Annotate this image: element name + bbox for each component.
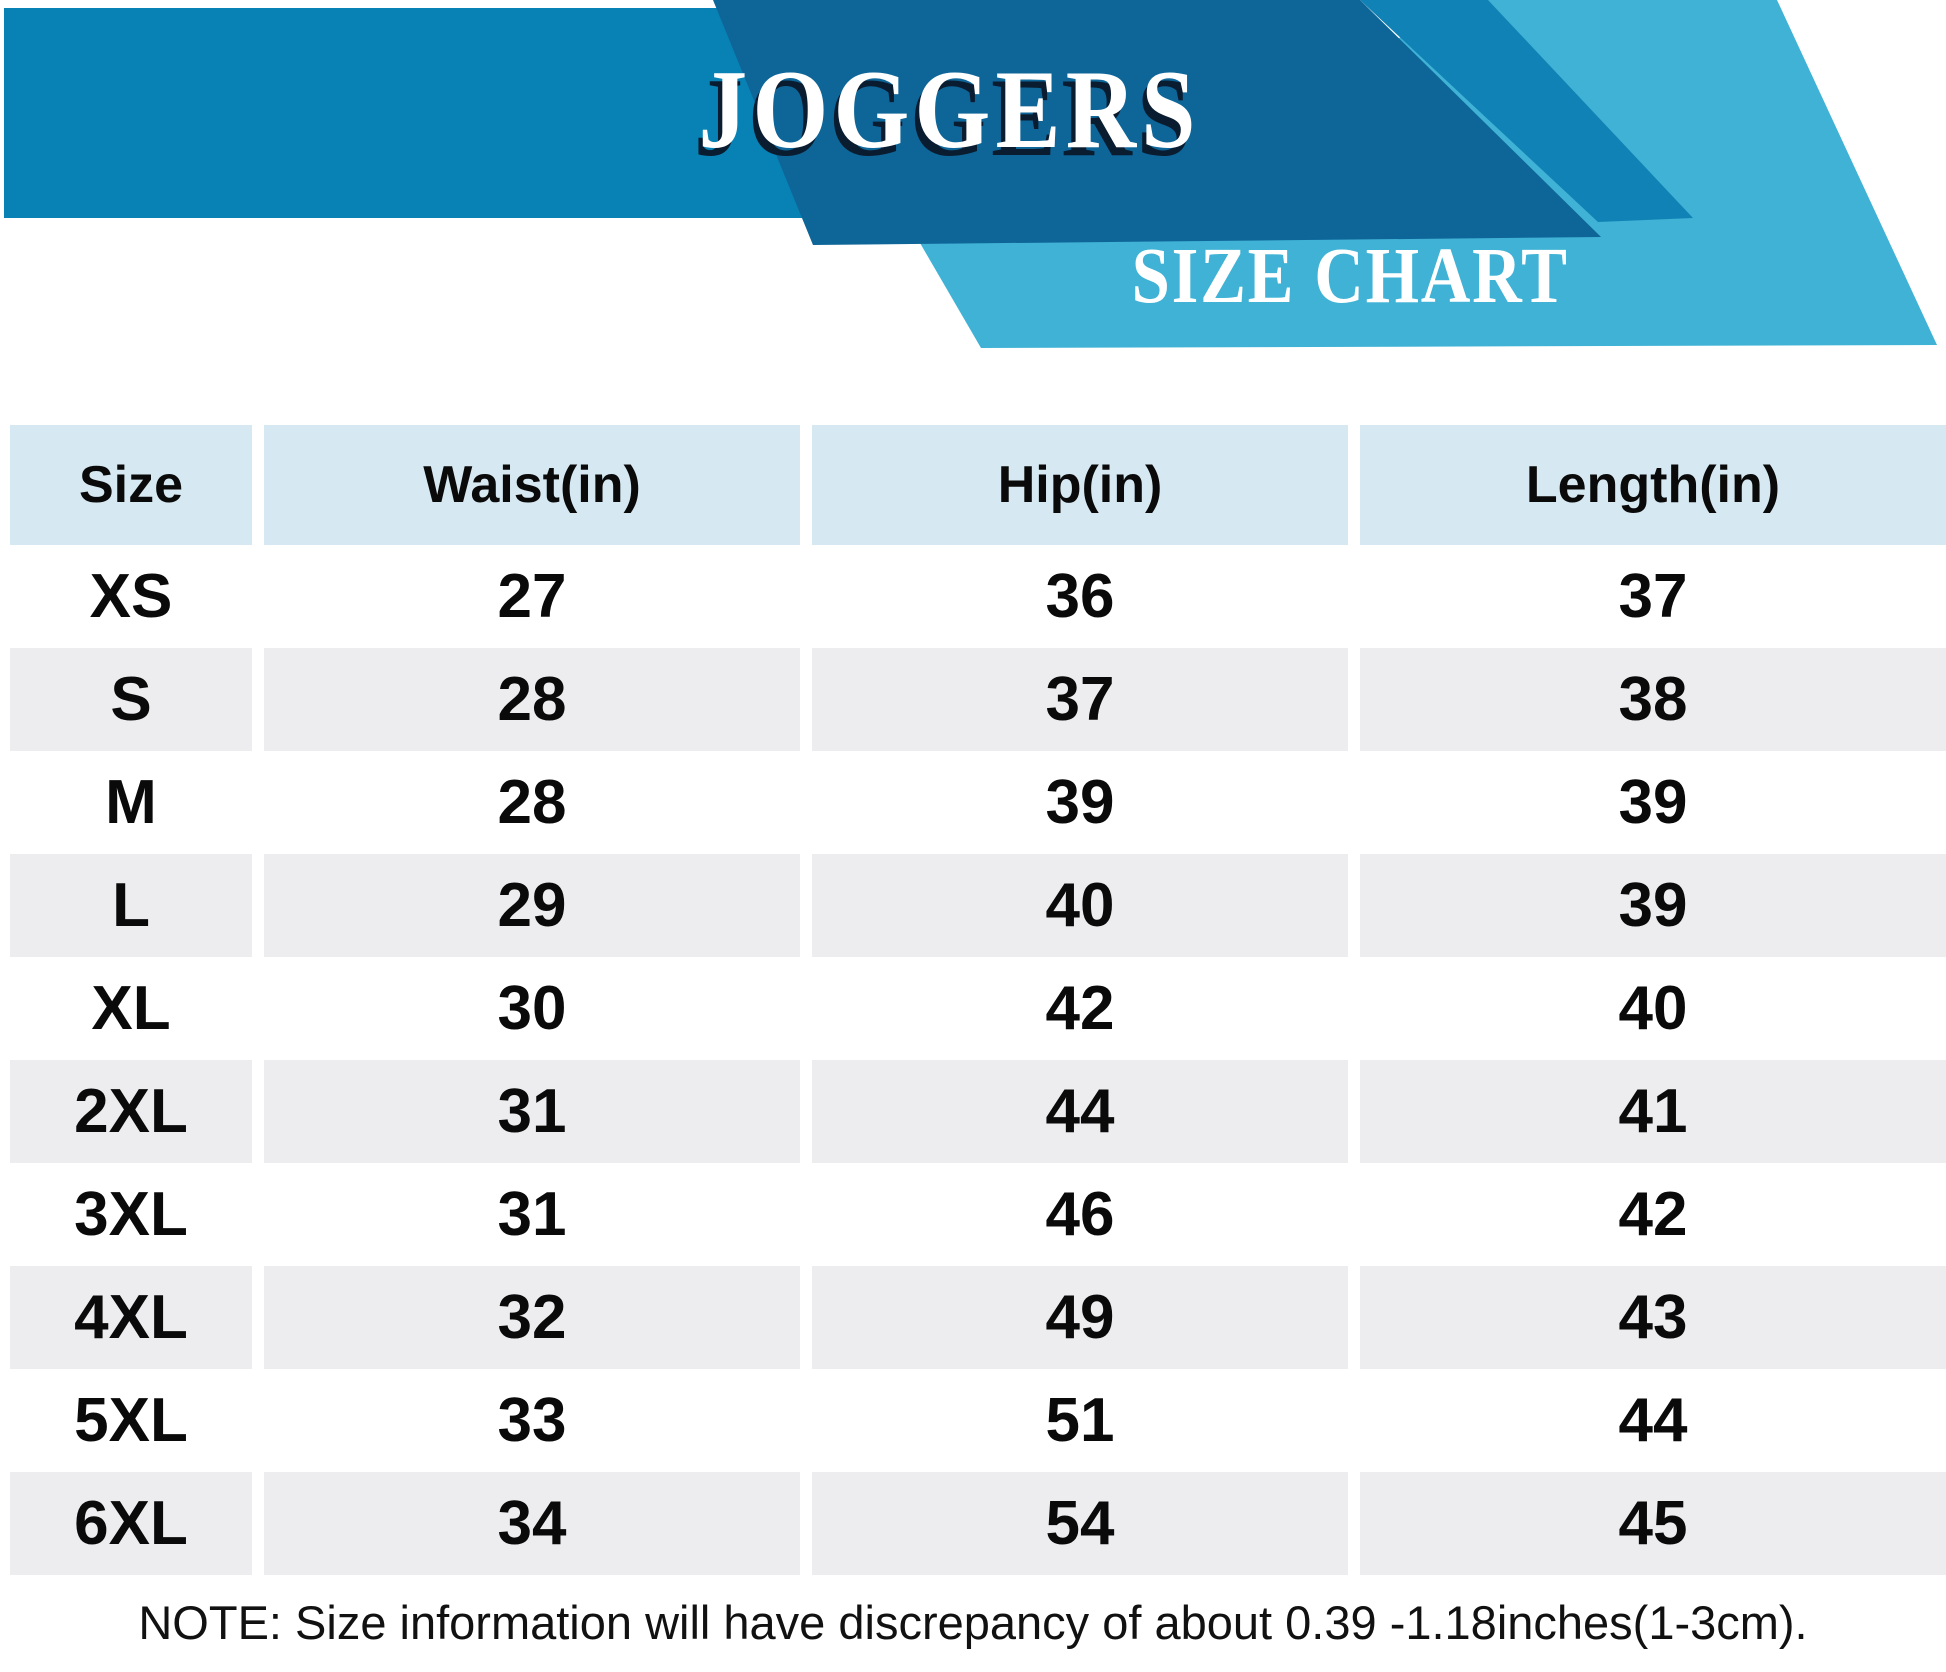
hip-cell: 40 <box>812 854 1348 957</box>
page-title: JOGGERS <box>350 54 1550 166</box>
hip-cell: 51 <box>1045 1385 1115 1455</box>
hip-cell: 36 <box>1045 561 1115 631</box>
waist-cell: 29 <box>264 854 800 957</box>
length-cell: 39 <box>1360 854 1946 957</box>
table-row: XL 30 42 40 <box>10 957 1946 1060</box>
hip-cell: 46 <box>1045 1179 1115 1249</box>
table-row: 5XL 33 51 44 <box>10 1369 1946 1472</box>
waist-cell: 27 <box>497 561 567 631</box>
size-cell: M <box>105 767 157 837</box>
size-cell: 4XL <box>10 1266 252 1369</box>
size-cell: 2XL <box>10 1060 252 1163</box>
size-table-body: XS 27 36 37 S 28 37 38 M 28 39 39 L 29 4… <box>10 545 1946 1575</box>
hip-cell: 44 <box>812 1060 1348 1163</box>
table-row: 4XL 32 49 43 <box>10 1266 1946 1369</box>
hip-cell: 37 <box>812 648 1348 751</box>
waist-cell: 34 <box>264 1472 800 1575</box>
size-cell: 5XL <box>74 1385 188 1455</box>
page-title-text: JOGGERS <box>698 48 1202 172</box>
column-header-hip: Hip(in) <box>812 425 1348 545</box>
table-row: L 29 40 39 <box>10 854 1946 957</box>
length-cell: 44 <box>1618 1385 1688 1455</box>
length-cell: 37 <box>1618 561 1688 631</box>
header-banner: JOGGERS SIZE CHART <box>0 0 1946 420</box>
waist-cell: 28 <box>264 648 800 751</box>
page-subtitle-text: SIZE CHART <box>1131 233 1569 320</box>
waist-cell: 33 <box>497 1385 567 1455</box>
hip-cell: 42 <box>1045 973 1115 1043</box>
waist-cell: 31 <box>497 1179 567 1249</box>
length-cell: 43 <box>1360 1266 1946 1369</box>
column-header-length: Length(in) <box>1360 425 1946 545</box>
waist-cell: 30 <box>497 973 567 1043</box>
table-row: XS 27 36 37 <box>10 545 1946 648</box>
length-cell: 38 <box>1360 648 1946 751</box>
waist-cell: 31 <box>264 1060 800 1163</box>
length-cell: 42 <box>1618 1179 1688 1249</box>
hip-cell: 49 <box>812 1266 1348 1369</box>
table-row: M 28 39 39 <box>10 751 1946 854</box>
length-cell: 40 <box>1618 973 1688 1043</box>
column-header-waist: Waist(in) <box>264 425 800 545</box>
length-cell: 45 <box>1360 1472 1946 1575</box>
hip-cell: 39 <box>1045 767 1115 837</box>
table-header-row: Size Waist(in) Hip(in) Length(in) <box>10 425 1946 545</box>
size-cell: XS <box>89 561 173 631</box>
waist-cell: 32 <box>264 1266 800 1369</box>
page-subtitle: SIZE CHART <box>1000 237 1700 316</box>
size-cell: L <box>10 854 252 957</box>
size-cell: S <box>10 648 252 751</box>
hip-cell: 54 <box>812 1472 1348 1575</box>
size-cell: 3XL <box>74 1179 188 1249</box>
length-cell: 39 <box>1618 767 1688 837</box>
size-cell: XL <box>91 973 171 1043</box>
column-header-size: Size <box>10 425 252 545</box>
table-row: S 28 37 38 <box>10 648 1946 751</box>
table-row: 3XL 31 46 42 <box>10 1163 1946 1266</box>
table-row: 2XL 31 44 41 <box>10 1060 1946 1163</box>
size-table: Size Waist(in) Hip(in) Length(in) XS 27 … <box>10 425 1946 1575</box>
size-cell: 6XL <box>10 1472 252 1575</box>
table-row: 6XL 34 54 45 <box>10 1472 1946 1575</box>
note-text: NOTE: Size information will have discrep… <box>138 1596 1808 1649</box>
waist-cell: 28 <box>497 767 567 837</box>
length-cell: 41 <box>1360 1060 1946 1163</box>
